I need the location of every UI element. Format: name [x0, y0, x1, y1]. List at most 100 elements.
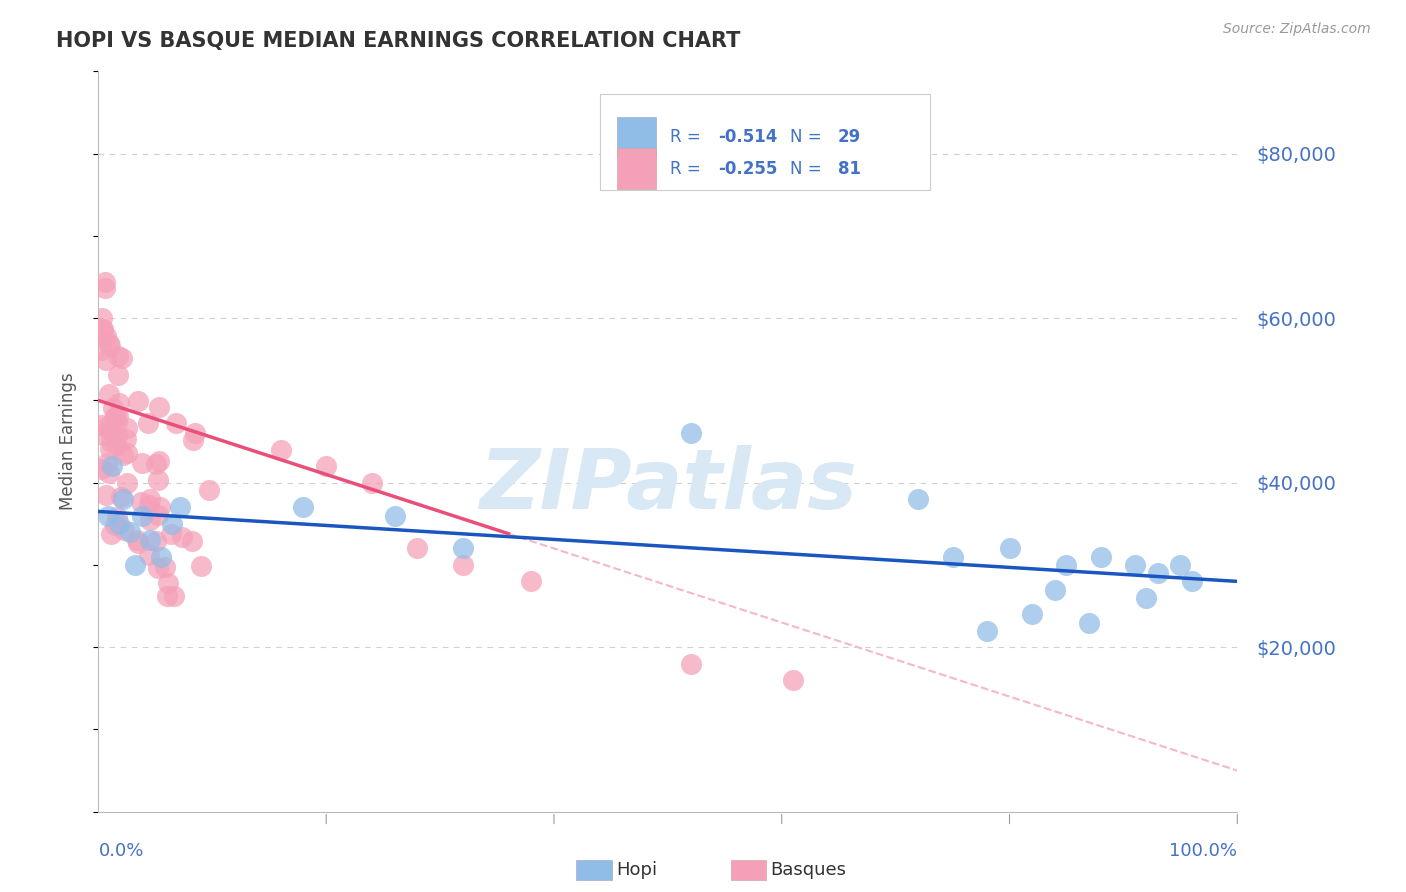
Point: [98, 387, 121, 401]
Text: R =: R =: [671, 128, 706, 146]
Point: [270, 442, 292, 457]
Point: [96, 508, 118, 523]
Point: [679, 426, 702, 441]
Y-axis label: Median Earnings: Median Earnings: [59, 373, 77, 510]
Point: [110, 491, 132, 505]
Point: [90, 417, 112, 432]
Point: [181, 433, 204, 447]
Point: [107, 349, 129, 363]
Point: [100, 526, 122, 541]
Point: [148, 454, 170, 468]
Point: [184, 425, 207, 440]
Text: HOPI VS BASQUE MEDIAN EARNINGS CORRELATION CHART: HOPI VS BASQUE MEDIAN EARNINGS CORRELATI…: [56, 31, 741, 51]
FancyBboxPatch shape: [617, 117, 657, 157]
Point: [136, 417, 159, 431]
Point: [165, 416, 187, 430]
Point: [127, 394, 149, 409]
Point: [111, 351, 134, 365]
Point: [197, 483, 219, 497]
Point: [156, 575, 179, 590]
Point: [139, 491, 162, 506]
Point: [520, 574, 543, 589]
Point: [998, 541, 1021, 556]
Text: 29: 29: [838, 128, 860, 146]
Point: [360, 475, 382, 490]
Point: [138, 499, 160, 513]
Point: [148, 508, 170, 523]
Point: [292, 500, 315, 515]
Text: R =: R =: [671, 160, 706, 178]
Text: Hopi: Hopi: [616, 861, 657, 879]
Point: [145, 457, 167, 471]
Point: [107, 396, 129, 410]
Point: [124, 558, 146, 572]
Point: [90, 462, 112, 476]
Point: [976, 624, 998, 638]
Point: [105, 429, 128, 443]
Point: [1181, 574, 1204, 589]
Point: [160, 526, 183, 541]
Point: [107, 368, 129, 382]
Point: [170, 530, 193, 544]
Point: [112, 524, 135, 538]
Point: [138, 533, 160, 548]
Point: [131, 456, 153, 470]
Point: [90, 343, 112, 357]
Point: [100, 434, 122, 449]
Point: [451, 558, 474, 572]
Point: [150, 549, 173, 564]
Point: [149, 500, 172, 514]
Point: [315, 459, 337, 474]
Point: [105, 409, 128, 423]
FancyBboxPatch shape: [599, 94, 929, 190]
Point: [94, 281, 117, 295]
Point: [98, 339, 121, 353]
Point: [101, 459, 124, 474]
Point: [96, 329, 118, 343]
Point: [125, 533, 148, 547]
Text: 100.0%: 100.0%: [1170, 842, 1237, 860]
Point: [97, 419, 120, 434]
Point: [115, 476, 138, 491]
Point: [406, 541, 429, 556]
Point: [169, 500, 191, 515]
Point: [91, 310, 114, 325]
Point: [1054, 558, 1078, 572]
Point: [1090, 549, 1112, 564]
Point: [100, 442, 122, 456]
Point: [153, 560, 176, 574]
Point: [105, 509, 128, 524]
Point: [104, 518, 127, 533]
Point: [1021, 607, 1043, 622]
Point: [163, 590, 186, 604]
Point: [108, 516, 131, 531]
Point: [145, 534, 167, 549]
Point: [97, 423, 120, 437]
Point: [148, 400, 170, 414]
Point: [91, 322, 114, 336]
Point: [1170, 558, 1192, 572]
Text: N =: N =: [790, 160, 827, 178]
Text: -0.255: -0.255: [718, 160, 778, 178]
Point: [115, 420, 138, 434]
Point: [139, 513, 162, 527]
Point: [138, 548, 160, 562]
Text: Basques: Basques: [770, 861, 846, 879]
Point: [1146, 566, 1168, 581]
Point: [679, 657, 702, 671]
Point: [127, 536, 149, 550]
Point: [181, 533, 204, 548]
Point: [782, 673, 804, 687]
Point: [115, 446, 138, 460]
Point: [91, 427, 114, 442]
Text: 0.0%: 0.0%: [98, 842, 143, 860]
Point: [94, 487, 117, 501]
Point: [451, 541, 474, 556]
Point: [105, 438, 128, 452]
Point: [94, 353, 117, 368]
Text: 81: 81: [838, 160, 860, 178]
Point: [103, 410, 125, 425]
Text: N =: N =: [790, 128, 827, 146]
Point: [148, 560, 170, 574]
Point: [105, 416, 128, 430]
